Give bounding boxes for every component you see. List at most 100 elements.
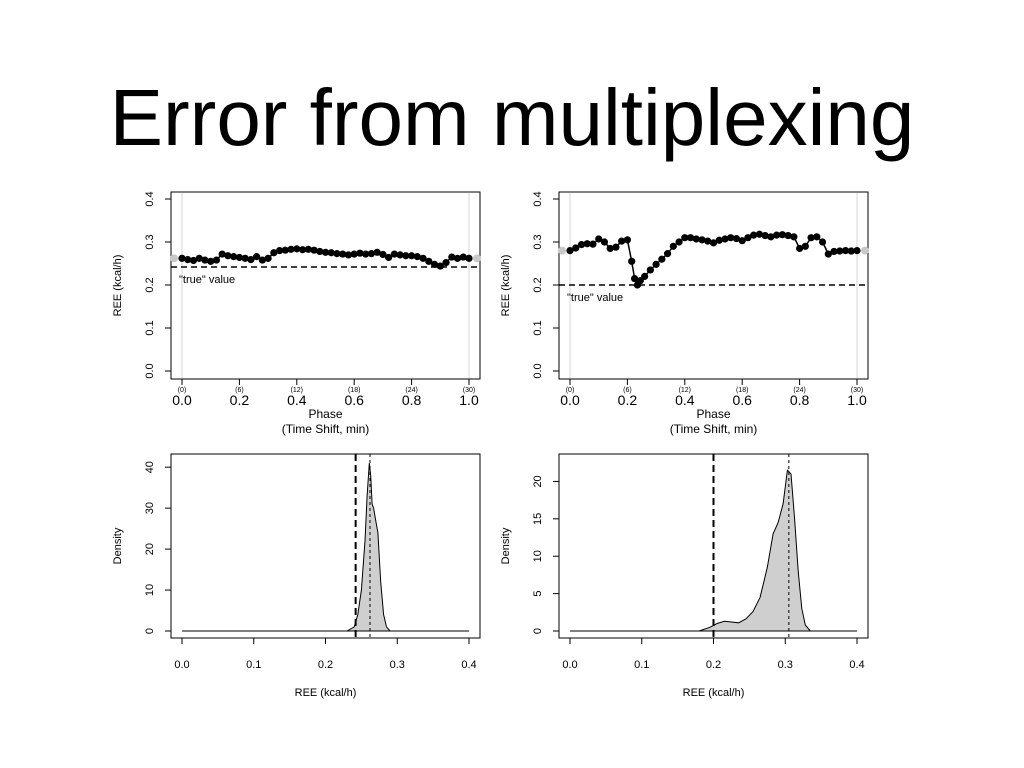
- data-point: [436, 262, 444, 270]
- data-point: [738, 237, 746, 245]
- y-tick-label: 0.4: [532, 191, 544, 206]
- x-axis-subtitle: (Time Shift, min): [282, 422, 370, 436]
- x-tick-minutes-label: (30): [463, 387, 475, 394]
- data-point: [453, 254, 462, 262]
- x-tick-label: 0.2: [706, 659, 721, 671]
- data-point: [373, 248, 381, 256]
- wrap-point: [558, 246, 566, 255]
- data-point: [595, 235, 603, 243]
- data-point: [264, 254, 272, 262]
- data-point: [721, 235, 729, 243]
- data-point: [572, 244, 580, 252]
- y-tick-label: 0.2: [532, 277, 544, 292]
- data-point: [339, 250, 347, 258]
- data-point: [316, 247, 324, 256]
- x-tick-label: 0.6: [732, 392, 752, 408]
- x-tick-label: 0.6: [344, 392, 364, 408]
- x-tick-label: 0.3: [390, 659, 405, 671]
- data-point: [583, 240, 591, 248]
- data-point: [189, 256, 198, 265]
- data-point: [253, 253, 261, 261]
- data-point: [270, 249, 278, 257]
- x-tick-minutes-label: (12): [291, 387, 303, 394]
- data-point: [413, 253, 421, 261]
- x-axis-title: Phase: [308, 407, 342, 421]
- data-point: [247, 256, 255, 264]
- x-axis-title: REE (kcal/h): [683, 687, 745, 699]
- y-axis-title: Density: [112, 527, 124, 564]
- data-point: [790, 233, 798, 241]
- data-point: [362, 250, 370, 258]
- data-point: [727, 234, 735, 242]
- y-tick-label: 0: [144, 628, 156, 634]
- y-tick-label: 0.0: [144, 363, 156, 378]
- data-point: [600, 238, 609, 246]
- x-tick-label: 0.0: [172, 392, 192, 408]
- data-point: [606, 244, 614, 253]
- y-tick-label: 0.4: [144, 191, 156, 206]
- slide-title: Error from multiplexing: [109, 73, 915, 162]
- data-point: [761, 231, 769, 240]
- data-point: [430, 260, 439, 268]
- x-tick-label: 0.2: [618, 392, 638, 408]
- data-point: [744, 234, 752, 242]
- data-point: [715, 236, 723, 244]
- data-point: [275, 247, 284, 255]
- x-tick-label: 0.2: [318, 659, 333, 671]
- data-point: [195, 254, 203, 262]
- y-tick-label: 0.3: [144, 234, 156, 249]
- data-point: [298, 246, 307, 254]
- wrap-point: [170, 254, 178, 263]
- data-point: [201, 256, 209, 264]
- wrap-point: [473, 254, 481, 263]
- data-point: [224, 252, 232, 260]
- panel-bottom-right: 0.0 0.1 0.2 0.3 0.4 0 5 10 15 20 Density REE (kcal/…: [500, 453, 869, 699]
- x-tick-minutes-label: (24): [405, 387, 417, 394]
- panel-bottom-left: 0.0 0.1 0.2 0.3 0.4 0 10 20 30 40 Density REE (kcal…: [112, 453, 481, 699]
- data-point: [686, 234, 695, 242]
- data-point: [612, 243, 620, 251]
- data-point: [459, 253, 467, 261]
- x-tick-minutes-label: (18): [736, 387, 748, 394]
- data-point: [212, 256, 221, 264]
- x-tick-label: 0.3: [778, 659, 793, 671]
- y-tick-label: 0.1: [532, 320, 544, 335]
- data-point: [784, 231, 792, 240]
- data-point: [258, 256, 266, 264]
- x-tick-minutes-label: (18): [348, 387, 360, 394]
- data-point: [813, 233, 821, 241]
- data-point: [630, 274, 639, 283]
- data-point: [853, 247, 861, 255]
- x-tick-label: 0.4: [675, 392, 695, 408]
- x-tick-minutes-label: (0): [178, 387, 187, 394]
- x-tick-label: 1.0: [847, 392, 867, 408]
- y-tick-label: 0.1: [144, 320, 156, 335]
- data-point: [577, 240, 586, 249]
- data-point: [824, 250, 832, 258]
- x-tick-label: 0.4: [849, 659, 864, 671]
- data-point: [442, 259, 450, 267]
- data-point: [807, 234, 815, 242]
- data-point: [287, 245, 295, 253]
- y-tick-label: 15: [532, 513, 544, 525]
- data-point: [675, 238, 683, 246]
- y-axis-title: REE (kcal/h): [112, 255, 124, 317]
- data-point: [207, 257, 215, 265]
- x-tick-label: 0.2: [230, 392, 250, 408]
- data-point: [425, 257, 433, 265]
- data-point: [333, 250, 341, 258]
- data-point: [241, 254, 249, 262]
- data-point: [709, 239, 718, 247]
- x-tick-minutes-label: (6): [235, 387, 244, 394]
- data-point: [321, 248, 330, 256]
- x-tick-label: 0.8: [790, 392, 810, 408]
- true-value-label: "true" value: [179, 274, 235, 286]
- x-tick-minutes-label: (30): [851, 387, 863, 394]
- x-tick-label: 0.0: [560, 392, 580, 408]
- data-point: [658, 255, 666, 263]
- data-point: [379, 250, 387, 259]
- x-tick-minutes-label: (24): [793, 387, 805, 394]
- y-tick-label: 30: [144, 502, 156, 514]
- y-tick-label: 0.0: [532, 363, 544, 378]
